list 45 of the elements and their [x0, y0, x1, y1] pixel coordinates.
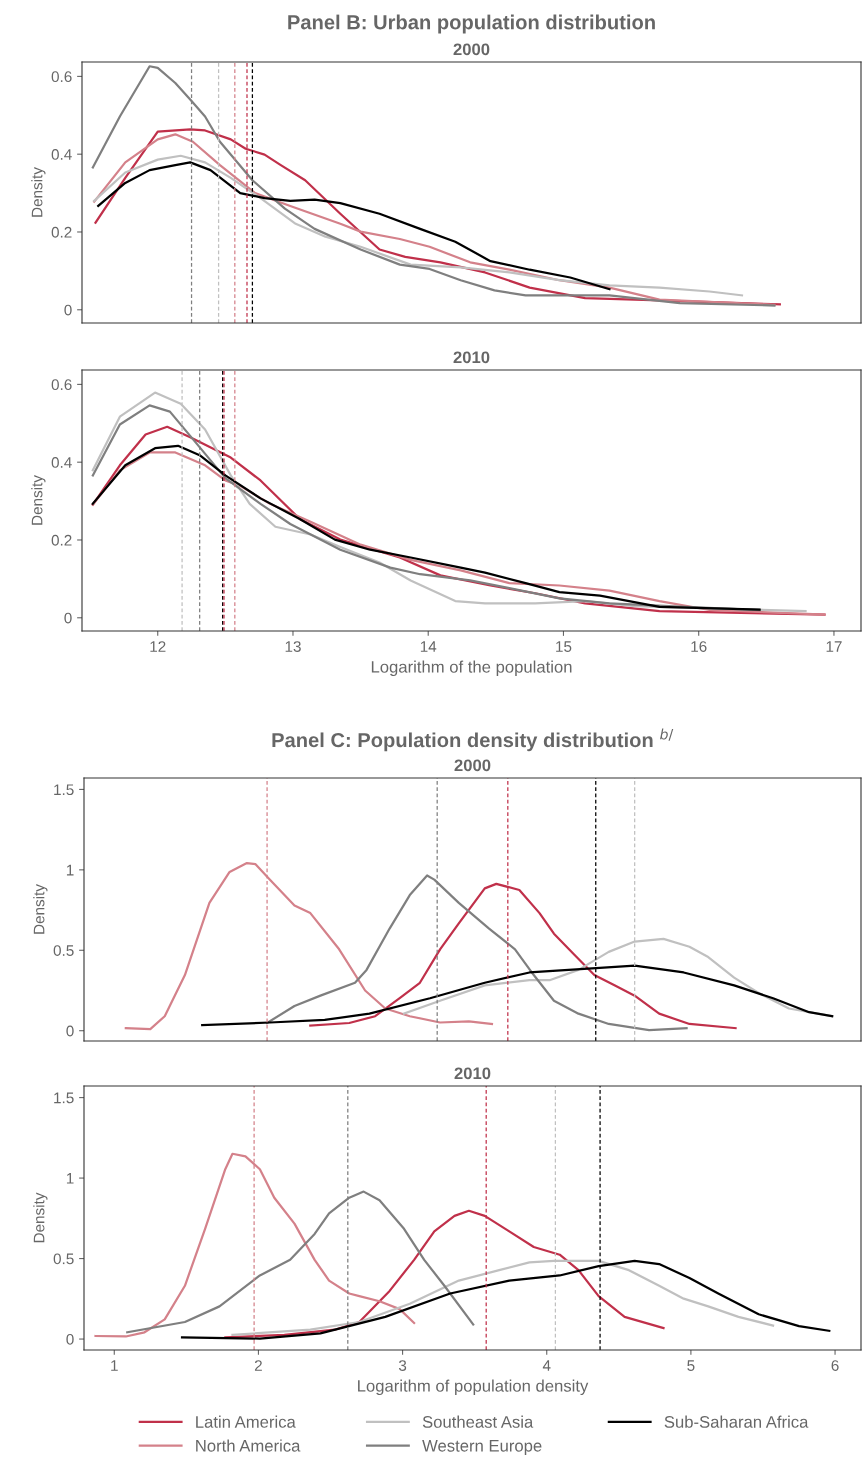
y-tick-label: 0.4: [51, 457, 72, 468]
y-axis-title: Density: [31, 167, 46, 217]
x-tick-label: 14: [420, 641, 437, 652]
legend-label: North America: [196, 1439, 301, 1452]
y-axis-title: Density: [33, 1192, 48, 1243]
x-tick-label: 17: [826, 641, 842, 652]
x-tick-label: 5: [687, 1360, 695, 1371]
chart-title: Panel C: Population density distribution $^{b/}$: [272, 728, 674, 752]
x-tick-label: 1: [111, 1360, 118, 1371]
x-tick-label: 4: [542, 1360, 551, 1371]
x-tick-label: 16: [691, 641, 707, 652]
x-tick-label: 2: [254, 1360, 262, 1371]
y-tick-label: 0.5: [53, 945, 74, 956]
chart-subtitle: 2000: [454, 759, 491, 772]
y-tick-label: 0: [66, 1025, 74, 1037]
y-tick-label: 0.4: [51, 149, 72, 160]
y-tick-label: 0.6: [51, 71, 72, 83]
legend-label: Sub-Saharan Africa: [664, 1415, 809, 1428]
x-tick-label: 12: [150, 641, 166, 652]
y-tick-label: 0.5: [53, 1253, 74, 1265]
y-tick-label: 1: [66, 1173, 74, 1184]
y-tick-label: 1.5: [54, 784, 74, 796]
chart-subtitle: 2000: [453, 43, 490, 56]
chart-subtitle: 2010: [454, 1067, 491, 1080]
x-tick-label: 3: [398, 1360, 407, 1371]
y-tick-label: 0: [66, 1333, 74, 1345]
y-tick-label: 0: [64, 304, 72, 316]
chart-title: Panel B: Urban population distribution: [288, 14, 655, 34]
x-tick-label: 6: [831, 1360, 839, 1371]
y-tick-label: 1.5: [54, 1092, 74, 1104]
y-tick-label: 1: [66, 864, 74, 876]
x-tick-label: 15: [556, 641, 572, 652]
y-tick-label: 0.6: [51, 379, 72, 391]
y-axis-title: Density: [33, 884, 48, 934]
x-tick-label: 13: [285, 641, 301, 652]
legend-label: Southeast Asia: [422, 1415, 534, 1428]
x-axis-title: Logarithm of population density: [358, 1379, 589, 1396]
legend-label: Western Europe: [422, 1440, 542, 1455]
y-tick-label: 0: [64, 612, 72, 624]
legend-label: Latin America: [196, 1415, 296, 1428]
y-axis-title: Density: [31, 475, 46, 525]
y-tick-label: 0.2: [51, 226, 72, 238]
x-axis-title: Logarithm of the population: [371, 660, 572, 677]
y-tick-label: 0.2: [51, 534, 72, 546]
chart-subtitle: 2010: [453, 351, 490, 364]
